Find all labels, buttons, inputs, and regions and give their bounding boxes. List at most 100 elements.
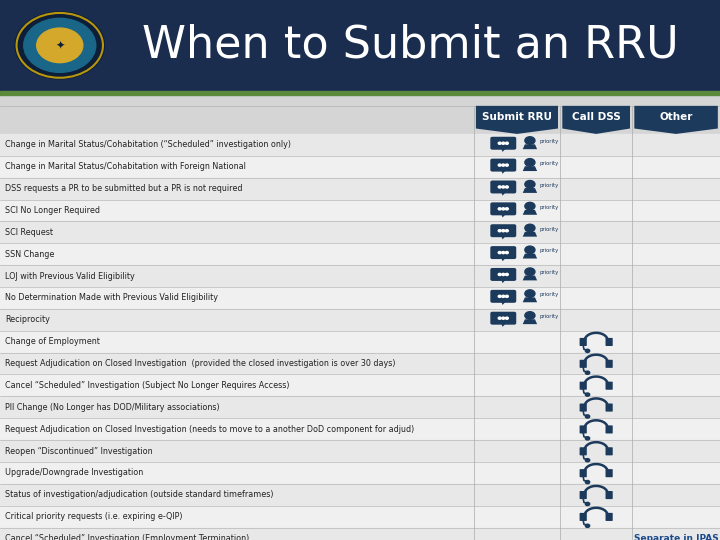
Circle shape — [585, 371, 590, 374]
Circle shape — [505, 230, 508, 232]
FancyBboxPatch shape — [606, 469, 613, 477]
Circle shape — [505, 252, 508, 254]
Circle shape — [505, 142, 508, 144]
Bar — [0, 528, 720, 540]
Circle shape — [502, 273, 505, 275]
Text: Change of Employment: Change of Employment — [5, 337, 100, 346]
Polygon shape — [476, 106, 558, 134]
Circle shape — [498, 295, 501, 298]
Polygon shape — [501, 214, 506, 218]
Circle shape — [502, 164, 505, 166]
Text: Reopen “Discontinued” Investigation: Reopen “Discontinued” Investigation — [5, 447, 153, 456]
Text: priority: priority — [539, 314, 559, 319]
Polygon shape — [501, 279, 506, 283]
FancyBboxPatch shape — [606, 447, 613, 455]
Circle shape — [585, 393, 590, 396]
Text: SCI No Longer Required: SCI No Longer Required — [5, 206, 100, 215]
Circle shape — [498, 317, 501, 319]
Polygon shape — [523, 298, 537, 302]
Polygon shape — [501, 258, 506, 261]
Circle shape — [585, 502, 590, 505]
FancyBboxPatch shape — [490, 180, 516, 193]
Bar — [0, 484, 720, 506]
Bar — [0, 309, 720, 330]
Circle shape — [525, 246, 535, 254]
Text: LOJ with Previous Valid Eligibility: LOJ with Previous Valid Eligibility — [5, 272, 135, 281]
Bar — [0, 200, 720, 221]
Polygon shape — [523, 319, 537, 324]
Circle shape — [525, 180, 535, 188]
Circle shape — [37, 28, 83, 63]
Polygon shape — [523, 254, 537, 259]
Text: Critical priority requests (i.e. expiring e-QIP): Critical priority requests (i.e. expirin… — [5, 512, 183, 521]
Text: SCI Request: SCI Request — [5, 228, 53, 237]
FancyBboxPatch shape — [580, 338, 587, 346]
FancyBboxPatch shape — [606, 360, 613, 368]
Text: priority: priority — [539, 271, 559, 275]
Polygon shape — [523, 166, 537, 171]
Bar — [0, 0, 720, 91]
Circle shape — [502, 317, 505, 319]
Polygon shape — [523, 144, 537, 149]
Polygon shape — [523, 275, 537, 280]
Circle shape — [585, 437, 590, 440]
FancyBboxPatch shape — [490, 246, 516, 259]
Circle shape — [505, 186, 508, 188]
Text: DSS requests a PR to be submitted but a PR is not required: DSS requests a PR to be submitted but a … — [5, 184, 243, 193]
Text: Request Adjudication on Closed Investigation  (provided the closed investigation: Request Adjudication on Closed Investiga… — [5, 359, 395, 368]
Bar — [0, 440, 720, 462]
Circle shape — [498, 142, 501, 144]
Text: priority: priority — [539, 161, 559, 166]
Bar — [0, 221, 720, 243]
FancyBboxPatch shape — [580, 360, 587, 368]
Text: Change in Marital Status/Cohabitation (“Scheduled” investigation only): Change in Marital Status/Cohabitation (“… — [5, 140, 291, 150]
FancyBboxPatch shape — [490, 202, 516, 215]
Circle shape — [525, 159, 535, 166]
Circle shape — [505, 164, 508, 166]
Circle shape — [502, 186, 505, 188]
Bar — [0, 418, 720, 440]
Text: priority: priority — [539, 292, 559, 297]
Bar — [0, 375, 720, 396]
Polygon shape — [501, 170, 506, 174]
Circle shape — [498, 164, 501, 166]
FancyBboxPatch shape — [490, 224, 516, 237]
Polygon shape — [501, 192, 506, 195]
Circle shape — [525, 312, 535, 319]
Circle shape — [502, 230, 505, 232]
Polygon shape — [523, 210, 537, 215]
Text: When to Submit an RRU: When to Submit an RRU — [142, 24, 679, 67]
Text: Cancel “Scheduled” Investigation (Subject No Longer Requires Access): Cancel “Scheduled” Investigation (Subjec… — [5, 381, 289, 390]
Text: Separate in JPAS: Separate in JPAS — [634, 534, 719, 540]
Circle shape — [24, 18, 96, 72]
Text: Upgrade/Downgrade Investigation: Upgrade/Downgrade Investigation — [5, 468, 143, 477]
Bar — [0, 156, 720, 178]
Circle shape — [498, 186, 501, 188]
Polygon shape — [523, 188, 537, 193]
Text: Change in Marital Status/Cohabitation with Foreign National: Change in Marital Status/Cohabitation wi… — [5, 162, 246, 171]
Circle shape — [505, 273, 508, 275]
Polygon shape — [634, 106, 718, 134]
Text: priority: priority — [539, 139, 559, 144]
Text: priority: priority — [539, 248, 559, 253]
Bar — [0, 287, 720, 309]
Circle shape — [498, 273, 501, 275]
Text: Request Adjudication on Closed Investigation (needs to move to a another DoD com: Request Adjudication on Closed Investiga… — [5, 424, 414, 434]
Circle shape — [505, 295, 508, 298]
FancyBboxPatch shape — [580, 426, 587, 434]
Bar — [0, 396, 720, 419]
Polygon shape — [562, 106, 630, 134]
Circle shape — [525, 137, 535, 144]
FancyBboxPatch shape — [606, 491, 613, 499]
Polygon shape — [501, 301, 506, 305]
Text: SSN Change: SSN Change — [5, 249, 55, 259]
FancyBboxPatch shape — [580, 513, 587, 521]
Circle shape — [498, 208, 501, 210]
FancyBboxPatch shape — [490, 137, 516, 150]
Circle shape — [502, 142, 505, 144]
Text: priority: priority — [539, 183, 559, 188]
FancyBboxPatch shape — [580, 382, 587, 390]
Text: Submit RRU: Submit RRU — [482, 112, 552, 122]
Bar — [0, 134, 720, 156]
Polygon shape — [523, 232, 537, 237]
